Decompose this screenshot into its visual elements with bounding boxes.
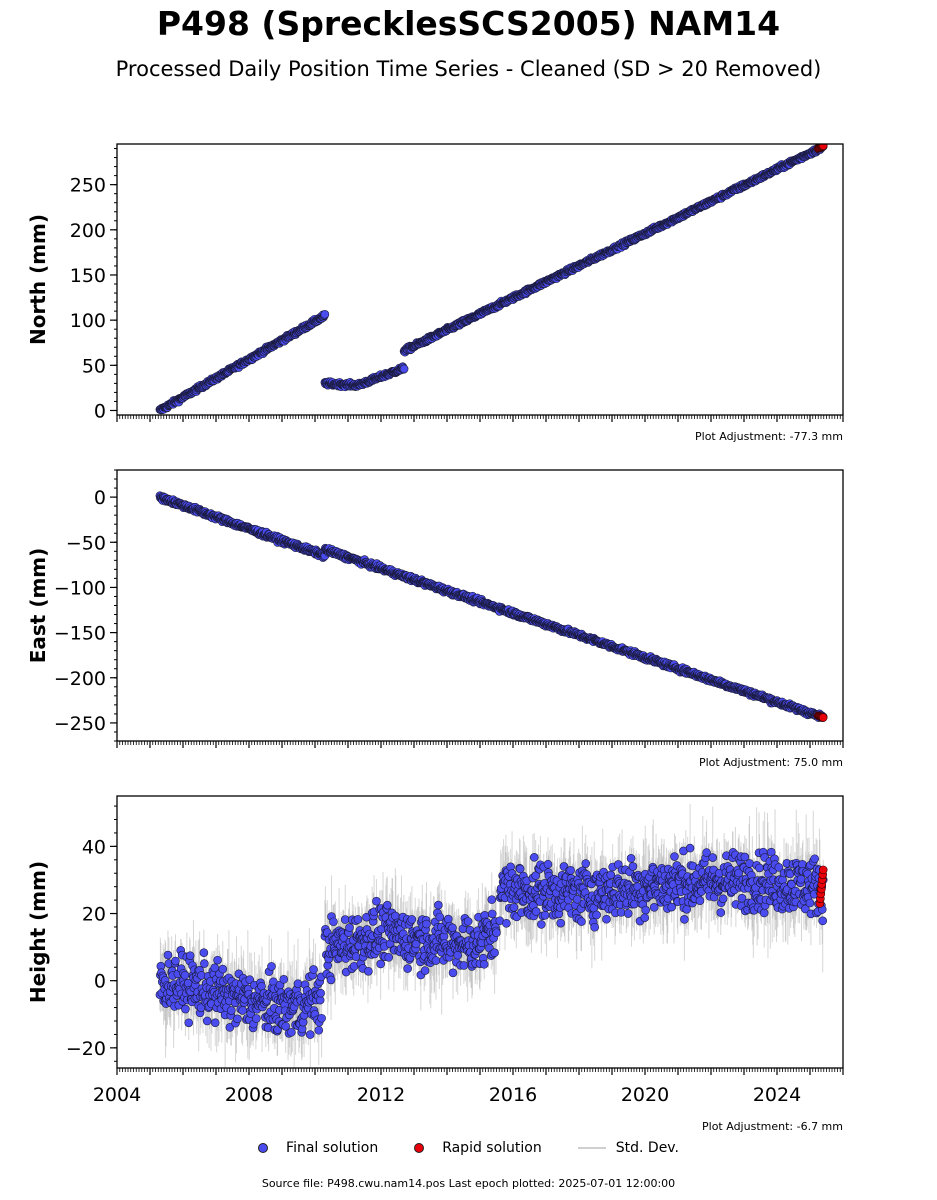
rapid-solution-point (818, 144, 828, 151)
y-tick-label: 250 (70, 175, 106, 197)
final-solution-points (155, 491, 828, 722)
final-solution-point (320, 310, 330, 319)
chart-subtitle: Processed Daily Position Time Series - C… (115, 57, 822, 81)
panel-1: 0 50 100 150 200 250 North (mm) Plot Adjustment… (26, 143, 844, 443)
plot-area (155, 144, 828, 415)
chart-title: P498 (SprecklesSCS2005) NAM14 (156, 4, 781, 43)
rapid-solution-points (813, 144, 828, 153)
y-tick-label: 100 (70, 310, 106, 332)
y-axis-label: North (mm) (26, 214, 50, 345)
plot-area (155, 491, 828, 722)
y-tick-label: 150 (70, 265, 106, 287)
final-solution-points (155, 144, 828, 415)
std-dev-lines (159, 144, 824, 413)
y-tick-label: 50 (82, 355, 106, 377)
y-tick-label: 200 (70, 220, 106, 242)
plot-adjustment-note: Plot Adjustment: -77.3 mm (695, 430, 843, 443)
final-solution-point (399, 364, 409, 374)
y-tick-label: 0 (94, 400, 106, 422)
